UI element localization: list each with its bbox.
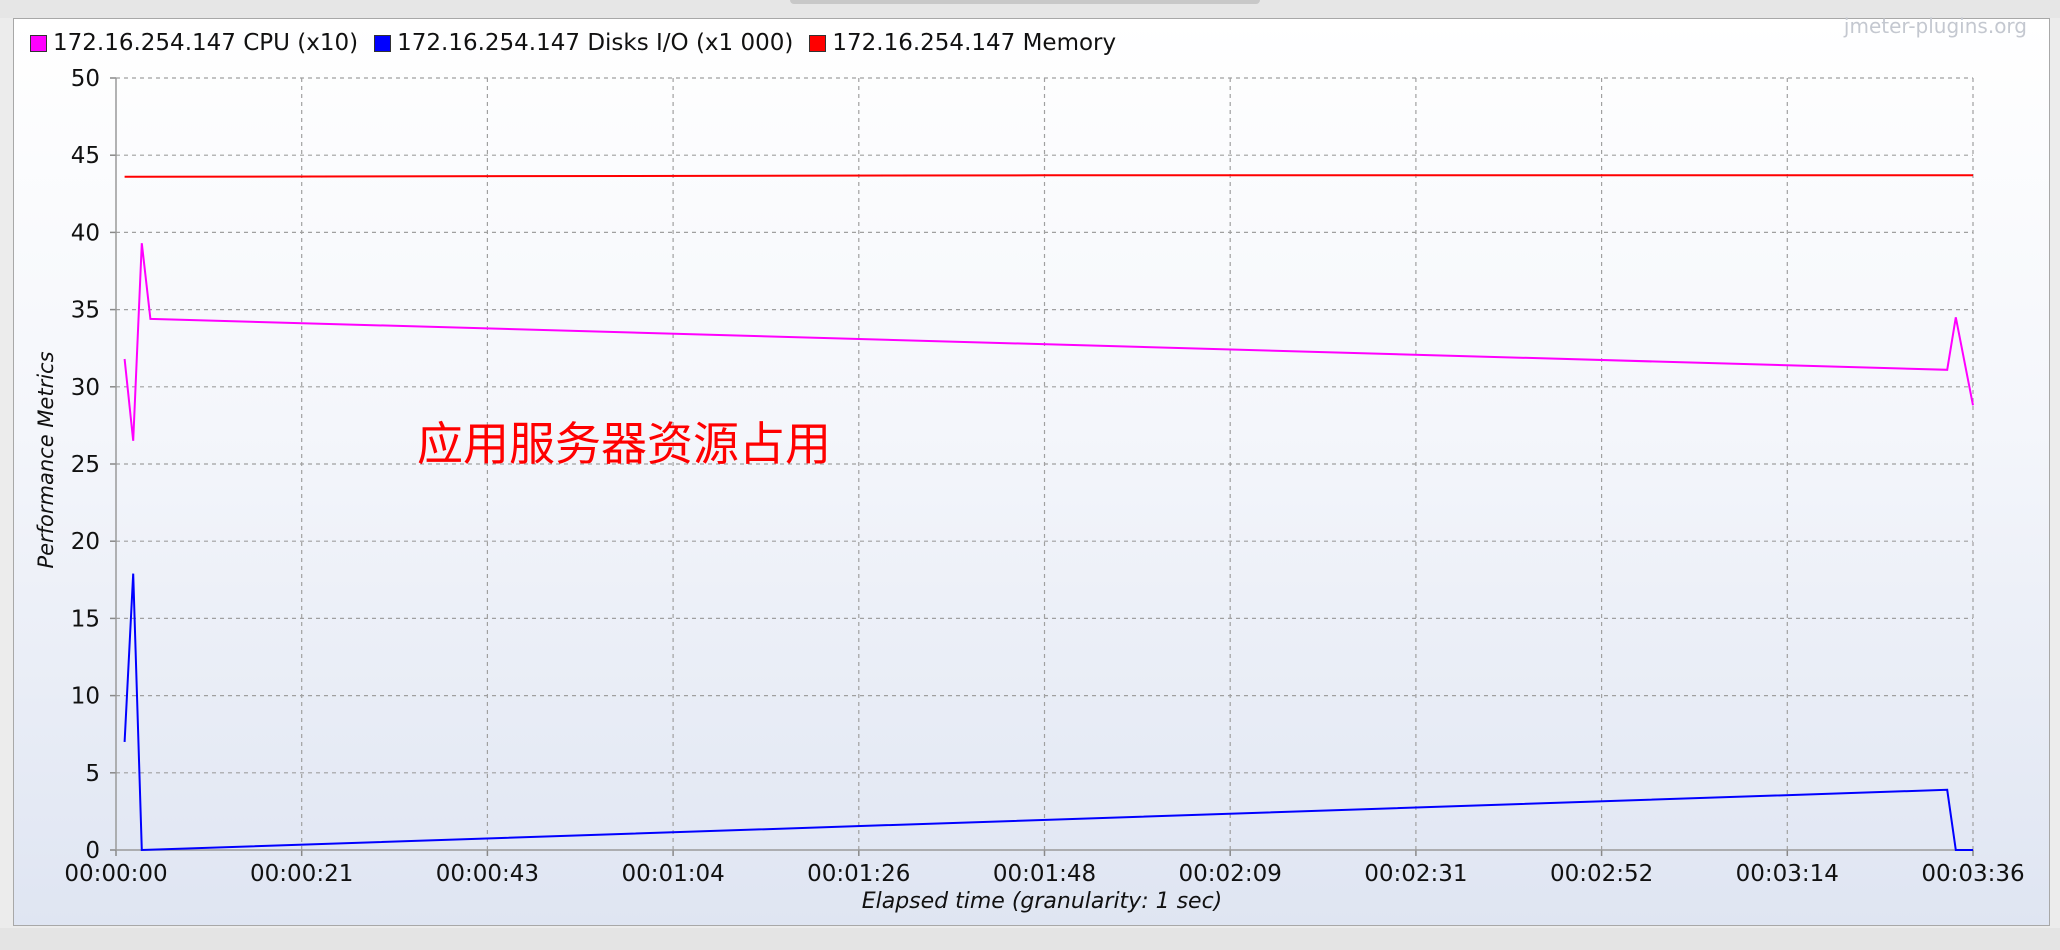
window-bottom-bar xyxy=(0,928,2060,950)
series-line-1 xyxy=(123,243,1974,441)
legend-item: 172.16.254.147 Memory xyxy=(809,30,1116,56)
y-tick-label: 25 xyxy=(71,452,100,478)
chart-axes xyxy=(110,77,1974,856)
series-line-3 xyxy=(124,174,1973,178)
x-tick-label: 00:00:00 xyxy=(64,861,167,887)
y-tick-label: 20 xyxy=(71,529,100,555)
legend-label: 172.16.254.147 Memory xyxy=(832,30,1117,56)
x-tick-label: 00:01:26 xyxy=(807,861,910,887)
x-tick-label: 00:02:52 xyxy=(1550,861,1653,887)
y-tick-label: 45 xyxy=(71,143,100,169)
chart-panel xyxy=(13,18,2050,926)
y-tick-label: 50 xyxy=(71,66,100,92)
series-line-2 xyxy=(123,573,1973,852)
legend-label: 172.16.254.147 CPU (x10) xyxy=(53,30,359,56)
legend-swatch xyxy=(374,34,392,52)
x-tick-label: 00:00:43 xyxy=(436,861,539,887)
y-tick-label: 0 xyxy=(85,838,100,864)
y-axis-label: Performance Metrics xyxy=(34,351,58,569)
chart-series xyxy=(123,174,1974,852)
legend-swatch xyxy=(809,34,827,52)
chart-annotation: 应用服务器资源占用 xyxy=(417,417,831,471)
chart-legend: 172.16.254.147 CPU (x10) 172.16.254.147 D… xyxy=(30,28,1116,58)
chart-grid xyxy=(116,77,1974,850)
y-tick-label: 10 xyxy=(71,684,100,710)
legend-item: 172.16.254.147 CPU (x10) xyxy=(30,30,358,56)
x-tick-label: 00:02:31 xyxy=(1364,861,1467,887)
tab-stub xyxy=(790,0,1260,4)
y-tick-label: 40 xyxy=(71,220,100,246)
legend-swatch xyxy=(30,34,47,52)
chart-ticks: 0 5 10 15 20 25 30 35 40 45 50 00:00:00 00:00:21 00:0… xyxy=(64,66,2024,887)
x-tick-label: 00:03:14 xyxy=(1736,861,1839,887)
x-tick-label: 00:00:21 xyxy=(250,861,353,887)
y-tick-label: 35 xyxy=(71,298,100,324)
y-tick-label: 15 xyxy=(71,606,100,632)
legend-label: 172.16.254.147 Disks I/O (x1 000) xyxy=(397,30,794,56)
y-tick-label: 30 xyxy=(71,375,100,401)
x-tick-label: 00:02:09 xyxy=(1179,861,1282,887)
watermark: jmeter-plugins.org xyxy=(1843,14,2027,38)
x-tick-label: 00:03:36 xyxy=(1921,861,2024,887)
y-tick-label: 5 xyxy=(85,761,100,787)
window-top-bar xyxy=(0,0,2060,18)
x-tick-label: 00:01:04 xyxy=(621,861,724,887)
x-axis-label: Elapsed time (granularity: 1 sec) xyxy=(861,889,1223,914)
legend-item: 172.16.254.147 Disks I/O (x1 000) xyxy=(374,30,793,56)
x-tick-label: 00:01:48 xyxy=(993,861,1096,887)
